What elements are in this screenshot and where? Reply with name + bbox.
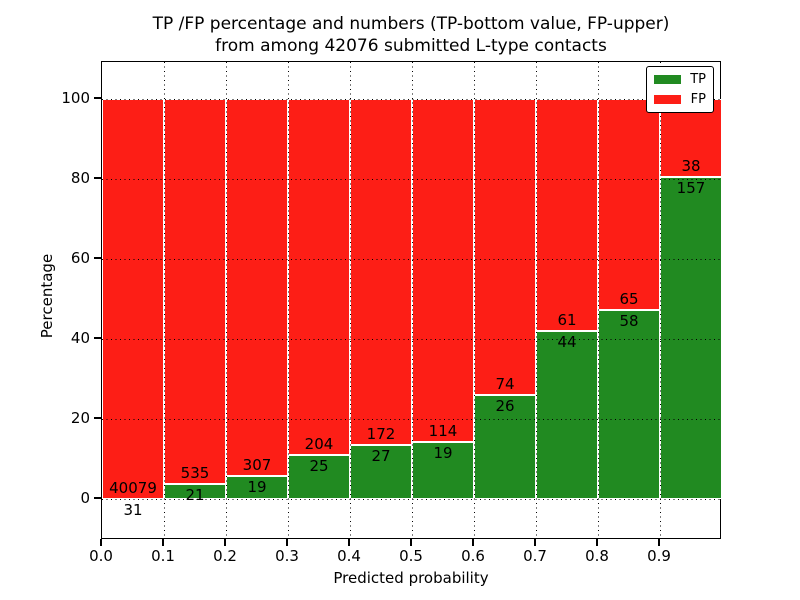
x-tick-label: 0.3	[275, 547, 299, 565]
horizontal-gridline	[102, 259, 720, 260]
legend: TP FP	[646, 66, 714, 113]
x-tick-label: 0.2	[213, 547, 237, 565]
legend-label-fp: FP	[690, 91, 706, 107]
fp-count-label: 40079	[109, 478, 157, 497]
y-tick-label: 80	[70, 169, 90, 187]
tp-bar-segment	[660, 176, 722, 499]
vertical-gridline	[411, 62, 413, 538]
fp-count-label: 61	[557, 311, 577, 330]
tp-count-label: 19	[247, 477, 267, 496]
fp-bar-segment	[350, 99, 412, 445]
tp-count-label: 157	[676, 178, 706, 197]
x-tick-label: 0.1	[151, 547, 175, 565]
vertical-gridline	[225, 62, 227, 538]
fp-swatch	[654, 94, 681, 104]
horizontal-gridline	[102, 179, 720, 180]
fp-count-label: 74	[495, 375, 515, 393]
y-tick-mark	[94, 337, 101, 339]
y-tick-label: 40	[70, 329, 90, 347]
fp-count-label: 65	[619, 290, 639, 309]
fp-bar-segment	[474, 99, 536, 395]
x-tick-label: 0.6	[461, 547, 485, 565]
x-tick-label: 0.8	[585, 547, 609, 565]
plot-area: 40079 31 535 21 307 19 204 25 172 27 114 19 74 26 61 44…	[101, 61, 722, 539]
x-tick-mark	[658, 539, 660, 546]
tp-count-label: 21	[185, 485, 205, 504]
horizontal-gridline	[102, 499, 720, 500]
fp-count-label: 38	[681, 156, 701, 175]
legend-entry-fp: FP	[654, 92, 706, 107]
tp-count-label: 44	[557, 333, 577, 352]
chart-title-line1: TP /FP percentage and numbers (TP-bottom…	[152, 14, 670, 34]
fp-count-label: 307	[242, 455, 272, 474]
fp-bar-segment	[288, 99, 350, 456]
tp-count-label: 27	[371, 446, 391, 465]
vertical-gridline	[597, 62, 599, 538]
tp-count-label: 26	[495, 397, 515, 415]
tp-bar-segment	[288, 455, 350, 499]
vertical-gridline	[349, 62, 351, 538]
legend-entry-tp: TP	[654, 72, 706, 87]
fp-count-label: 535	[180, 463, 210, 482]
fp-count-label: 204	[304, 435, 334, 454]
x-tick-mark	[596, 539, 598, 546]
x-tick-mark	[100, 539, 102, 546]
horizontal-gridline	[102, 339, 720, 340]
x-tick-label: 0.0	[89, 547, 113, 565]
tp-count-label: 19	[433, 443, 453, 462]
x-tick-label: 0.5	[399, 547, 423, 565]
y-tick-mark	[94, 257, 101, 259]
fp-count-label: 114	[428, 421, 458, 440]
y-tick-mark	[94, 497, 101, 499]
fp-count-label: 172	[366, 424, 396, 443]
y-axis-label: Percentage	[38, 253, 56, 339]
x-tick-mark	[472, 539, 474, 546]
y-tick-label: 20	[70, 409, 90, 427]
horizontal-gridline	[102, 99, 720, 100]
fp-bar-segment	[598, 99, 660, 311]
vertical-gridline	[535, 62, 537, 538]
x-tick-mark	[224, 539, 226, 546]
vertical-gridline	[163, 62, 165, 538]
vertical-gridline	[287, 62, 289, 538]
y-tick-mark	[94, 97, 101, 99]
legend-label-tp: TP	[690, 72, 706, 88]
y-tick-mark	[94, 177, 101, 179]
tp-bar-segment	[536, 331, 598, 499]
horizontal-gridline	[102, 419, 720, 420]
fp-bar-segment	[226, 99, 288, 476]
chart-title: TP /FP percentage and numbers (TP-bottom…	[101, 13, 721, 57]
x-tick-mark	[162, 539, 164, 546]
vertical-gridline	[659, 62, 661, 538]
x-tick-mark	[534, 539, 536, 546]
x-tick-label: 0.7	[523, 547, 547, 565]
tp-count-label: 58	[619, 312, 639, 331]
y-tick-label: 0	[80, 489, 90, 507]
y-tick-mark	[94, 417, 101, 419]
vertical-gridline	[473, 62, 475, 538]
tp-bar-segment	[598, 310, 660, 499]
fp-bar-segment	[164, 99, 226, 484]
x-tick-label: 0.4	[337, 547, 361, 565]
tp-bar-segment	[350, 444, 412, 499]
y-tick-label: 60	[70, 249, 90, 267]
chart-title-line2: from among 42076 submitted L-type contac…	[215, 36, 607, 56]
x-tick-mark	[348, 539, 350, 546]
y-tick-label: 100	[61, 89, 90, 107]
tp-count-label: 25	[309, 457, 329, 476]
tp-swatch	[654, 75, 681, 85]
fp-bar-segment	[102, 99, 164, 499]
x-axis-label: Predicted probability	[333, 569, 489, 587]
x-tick-label: 0.9	[647, 547, 671, 565]
x-tick-mark	[286, 539, 288, 546]
x-tick-mark	[410, 539, 412, 546]
tp-bar-segment	[412, 441, 474, 499]
tp-count-label: 31	[123, 500, 143, 519]
